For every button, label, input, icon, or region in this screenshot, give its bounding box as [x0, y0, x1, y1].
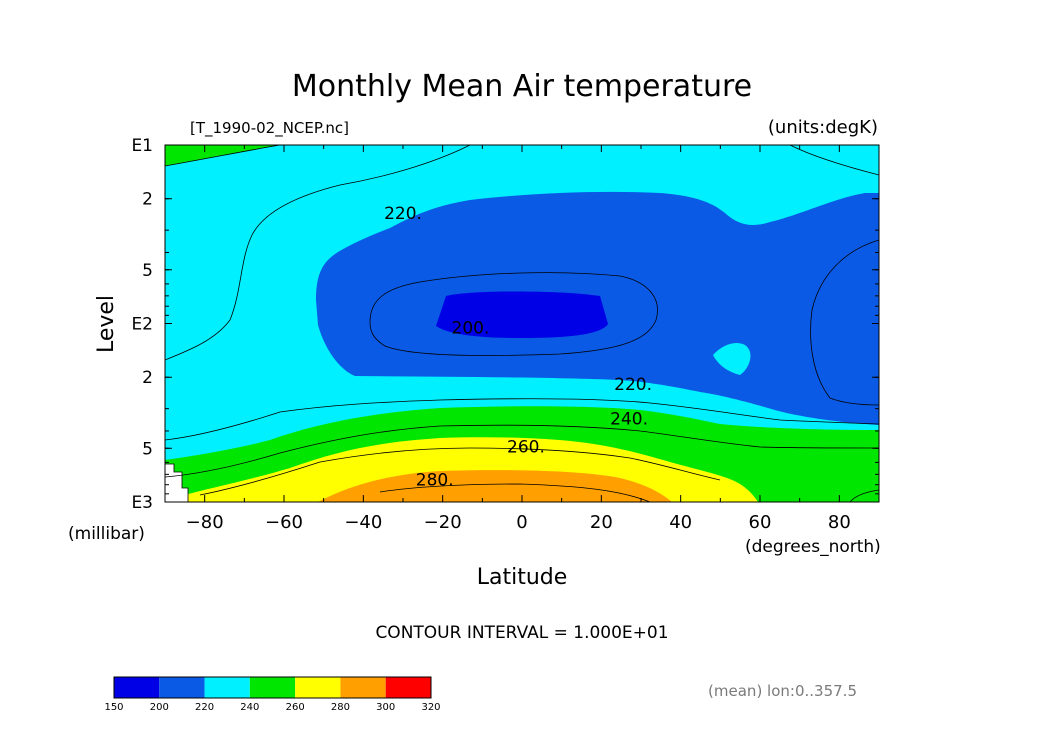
x-tick-label: −20	[424, 512, 462, 533]
x-tick-label: 80	[828, 512, 851, 533]
y-tick-label: E2	[131, 315, 153, 335]
contour-label: 200.	[452, 318, 490, 338]
colorbar-swatch	[204, 677, 250, 698]
y-tick-label: 2	[142, 190, 153, 210]
y-tick-label: 5	[142, 261, 153, 281]
y-tick-label: E3	[131, 493, 153, 513]
contour-label: 240.	[610, 409, 648, 429]
y-tick-label: E1	[131, 136, 153, 156]
contour-fill	[165, 145, 879, 502]
colorbar: 150 200 220 240 260 280 300 320	[104, 676, 441, 713]
colorbar-swatch	[385, 677, 431, 698]
y-axis: E1 2 5 E2 2 5 E3	[131, 136, 879, 513]
band-280-300	[318, 470, 672, 502]
x-axis-title: Latitude	[477, 565, 568, 590]
contour-label: 280.	[416, 471, 454, 491]
colorbar-label: 150	[104, 702, 123, 713]
x-tick-label: −40	[344, 512, 382, 533]
colorbar-swatch	[295, 677, 341, 698]
x-tick-label: 40	[669, 512, 692, 533]
colorbar-label: 200	[150, 702, 169, 713]
colorbar-frame	[113, 676, 432, 699]
x-tick-label: −80	[186, 512, 224, 533]
contour-label: 260.	[507, 438, 545, 458]
contour-label: 220.	[384, 204, 422, 224]
band-150-200-core	[436, 291, 608, 338]
colorbar-label: 260	[286, 702, 305, 713]
x-unit-label: (degrees_north)	[745, 537, 881, 557]
contour-label: 220.	[614, 375, 652, 395]
colorbar-swatch	[340, 677, 386, 698]
contour-label-group: 220. 200. 220. 240. 260. 280.	[384, 204, 652, 491]
colorbar-label: 320	[421, 702, 440, 713]
y-axis-title: Level	[94, 295, 119, 353]
colorbar-swatch	[159, 677, 205, 698]
y-tick-label: 5	[142, 439, 153, 459]
x-tick-label: 20	[590, 512, 613, 533]
y-tick-label: 2	[142, 368, 153, 388]
colorbar-label: 240	[240, 702, 259, 713]
footnote-text: (mean) lon:0..357.5	[708, 682, 857, 700]
source-file-label: [T_1990-02_NCEP.nc]	[190, 119, 349, 138]
missing-data	[165, 464, 188, 502]
x-tick-label: 60	[749, 512, 772, 533]
x-axis: −80 −60 −40 −20 0 20 40 60 80	[164, 145, 880, 533]
colorbar-label: 300	[376, 702, 395, 713]
contour-interval-note: CONTOUR INTERVAL = 1.000E+01	[375, 623, 668, 643]
band-220-240-island	[713, 343, 751, 375]
colorbar-swatch	[249, 677, 296, 698]
x-tick-label: 0	[516, 512, 527, 533]
x-tick-label: −60	[265, 512, 303, 533]
colorbar-label: 220	[195, 702, 214, 713]
chart-title: Monthly Mean Air temperature	[292, 69, 752, 104]
contour-lines	[165, 145, 879, 502]
y-unit-label: (millibar)	[68, 524, 145, 544]
units-label: (units:degK)	[768, 117, 878, 138]
colorbar-label: 280	[331, 702, 350, 713]
colorbar-swatch	[114, 677, 160, 698]
